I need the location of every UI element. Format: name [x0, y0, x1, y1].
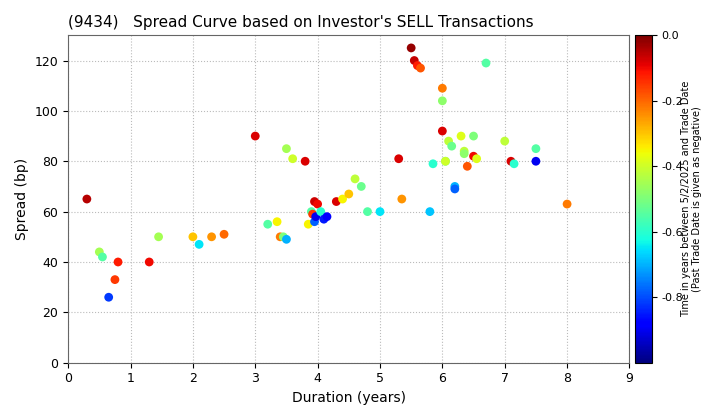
Point [530, 158, 541, 165]
Point [415, 65, 426, 71]
Point [343, 191, 354, 197]
Point [446, 143, 457, 150]
Point [330, 198, 342, 205]
Point [440, 158, 451, 165]
Point [96, 254, 108, 260]
Point [361, 208, 373, 215]
Point [271, 218, 283, 225]
Point [499, 138, 510, 144]
Point [307, 211, 318, 218]
Point [530, 145, 541, 152]
Point [302, 221, 314, 228]
Point [309, 218, 320, 225]
Point [449, 186, 461, 192]
Point [455, 133, 467, 139]
Point [109, 276, 121, 283]
Point [471, 155, 482, 162]
Point [436, 97, 448, 104]
Point [312, 201, 323, 207]
Point [508, 160, 520, 167]
Point [103, 294, 114, 301]
Point [405, 45, 417, 51]
Point [187, 234, 199, 240]
Point [356, 183, 367, 190]
Point [396, 196, 408, 202]
Point [468, 153, 480, 160]
Point [462, 163, 473, 170]
Point [436, 85, 448, 92]
Point [321, 213, 333, 220]
Point [427, 160, 438, 167]
Point [436, 128, 448, 134]
Point [250, 133, 261, 139]
Point [443, 138, 454, 144]
Point [81, 196, 93, 202]
Point [281, 145, 292, 152]
Point [112, 259, 124, 265]
Point [310, 213, 322, 220]
Point [277, 234, 289, 240]
Point [393, 155, 405, 162]
Point [412, 62, 423, 69]
Point [505, 158, 517, 165]
Point [349, 176, 361, 182]
Point [218, 231, 230, 238]
Point [374, 208, 386, 215]
Point [318, 216, 330, 223]
Point [449, 183, 461, 190]
Point [206, 234, 217, 240]
Point [262, 221, 274, 228]
Point [408, 57, 420, 64]
Point [309, 198, 320, 205]
Point [94, 249, 105, 255]
Point [143, 259, 155, 265]
Point [281, 236, 292, 243]
Point [305, 208, 317, 215]
Point [287, 155, 298, 162]
Point [459, 150, 470, 157]
Point [562, 201, 573, 207]
Point [337, 196, 348, 202]
Y-axis label: Spread (bp): Spread (bp) [15, 158, 29, 240]
Text: (9434)   Spread Curve based on Investor's SELL Transactions: (9434) Spread Curve based on Investor's … [68, 15, 534, 30]
X-axis label: Duration (years): Duration (years) [292, 391, 406, 405]
Point [315, 208, 326, 215]
Point [440, 158, 451, 165]
Point [459, 148, 470, 155]
Point [468, 133, 480, 139]
Point [194, 241, 205, 248]
Point [300, 158, 311, 165]
Point [480, 60, 492, 66]
Y-axis label: Time in years between 5/2/2025 and Trade Date
(Past Trade Date is given as negat: Time in years between 5/2/2025 and Trade… [681, 81, 703, 317]
Point [274, 234, 286, 240]
Point [424, 208, 436, 215]
Point [153, 234, 164, 240]
